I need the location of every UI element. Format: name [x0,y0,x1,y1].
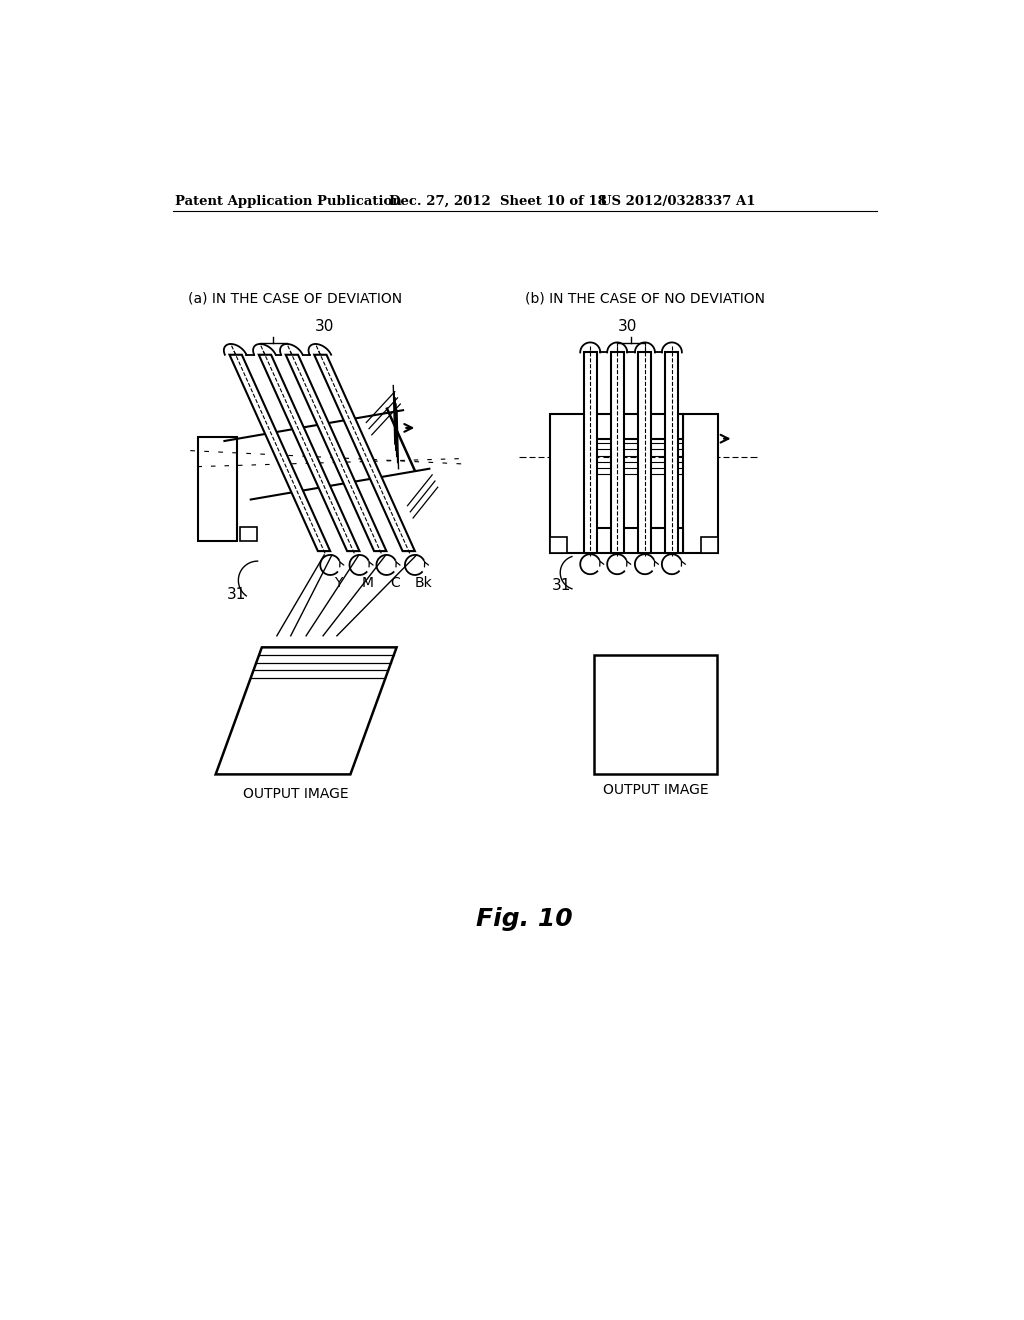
Bar [240,527,257,541]
Text: US 2012/0328337 A1: US 2012/0328337 A1 [600,195,756,209]
Text: 30: 30 [617,318,637,334]
Polygon shape [314,355,415,552]
Bar [586,414,683,438]
Bar [683,414,718,553]
Polygon shape [216,647,396,775]
Bar [638,352,651,553]
Text: (a) IN THE CASE OF DEVIATION: (a) IN THE CASE OF DEVIATION [187,292,401,305]
Bar [584,352,597,553]
Bar [701,537,718,553]
Bar [550,414,586,553]
Text: M: M [361,577,374,590]
Text: OUTPUT IMAGE: OUTPUT IMAGE [244,787,349,801]
Text: 30: 30 [315,318,334,334]
Text: Y: Y [335,577,343,590]
Text: C: C [390,577,399,590]
Bar [610,352,624,553]
Polygon shape [259,355,359,552]
Text: 31: 31 [227,587,247,602]
Text: OUTPUT IMAGE: OUTPUT IMAGE [603,783,709,797]
Text: Fig. 10: Fig. 10 [476,907,573,931]
Text: Patent Application Publication: Patent Application Publication [175,195,402,209]
Text: Dec. 27, 2012  Sheet 10 of 18: Dec. 27, 2012 Sheet 10 of 18 [388,195,606,209]
Bar [594,655,717,775]
Bar [550,537,567,553]
Bar [666,352,679,553]
Text: Bk: Bk [415,577,432,590]
Text: (b) IN THE CASE OF NO DEVIATION: (b) IN THE CASE OF NO DEVIATION [525,292,765,305]
Polygon shape [286,355,386,552]
Bar [198,437,237,541]
Polygon shape [229,355,330,552]
Text: 31: 31 [552,578,571,593]
Bar [586,528,683,553]
